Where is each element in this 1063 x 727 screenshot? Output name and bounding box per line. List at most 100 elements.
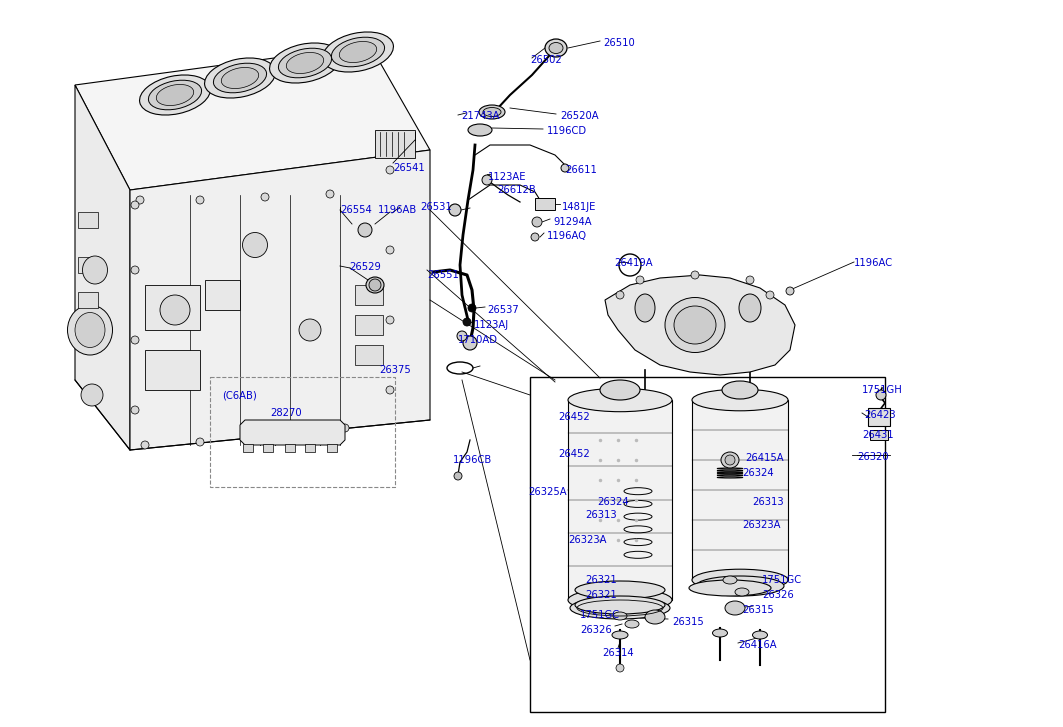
Ellipse shape [161, 295, 190, 325]
Text: 26315: 26315 [672, 617, 704, 627]
Ellipse shape [575, 596, 665, 614]
Bar [145, 350, 200, 390]
Bar [145, 285, 200, 330]
Bar [205, 280, 240, 310]
Ellipse shape [221, 68, 258, 89]
Ellipse shape [279, 48, 332, 78]
Ellipse shape [366, 277, 384, 293]
Ellipse shape [332, 37, 385, 67]
Ellipse shape [721, 452, 739, 468]
Circle shape [636, 276, 644, 284]
Circle shape [532, 233, 539, 241]
Ellipse shape [156, 84, 193, 105]
Ellipse shape [692, 389, 788, 411]
Text: 26612B: 26612B [497, 185, 536, 195]
Text: 26323A: 26323A [568, 535, 607, 545]
Circle shape [386, 246, 394, 254]
Bar [375, 130, 415, 158]
Ellipse shape [612, 631, 628, 639]
Text: 26423: 26423 [864, 410, 896, 420]
Ellipse shape [735, 588, 749, 596]
Ellipse shape [570, 597, 670, 619]
Bar [78, 257, 98, 273]
Circle shape [766, 291, 774, 299]
Circle shape [615, 664, 624, 672]
Ellipse shape [299, 319, 321, 341]
Text: 26321: 26321 [585, 575, 617, 585]
Text: 1751GH: 1751GH [862, 385, 902, 395]
Ellipse shape [689, 580, 771, 596]
Bar [78, 292, 98, 308]
Ellipse shape [674, 306, 716, 344]
Ellipse shape [545, 39, 567, 57]
Bar [210, 377, 395, 487]
Circle shape [131, 201, 139, 209]
Ellipse shape [286, 52, 324, 73]
Ellipse shape [753, 631, 767, 639]
Text: 26452: 26452 [558, 412, 590, 422]
Text: 26554: 26554 [340, 205, 372, 215]
Text: 26419A: 26419A [614, 258, 653, 268]
Polygon shape [605, 275, 795, 375]
Ellipse shape [83, 256, 107, 284]
Ellipse shape [322, 32, 393, 72]
Circle shape [131, 406, 139, 414]
Text: 26313: 26313 [752, 497, 783, 507]
Circle shape [615, 291, 624, 299]
Ellipse shape [149, 80, 202, 110]
Text: 26324: 26324 [742, 468, 774, 478]
Ellipse shape [483, 108, 501, 116]
Circle shape [141, 441, 149, 449]
Ellipse shape [568, 588, 672, 611]
Circle shape [386, 386, 394, 394]
Ellipse shape [739, 294, 761, 322]
Ellipse shape [81, 384, 103, 406]
Text: (C6AB): (C6AB) [222, 390, 257, 400]
Text: 26416A: 26416A [738, 640, 777, 650]
Bar [355, 315, 383, 335]
Ellipse shape [204, 58, 275, 98]
Polygon shape [75, 85, 130, 450]
Text: 26502: 26502 [530, 55, 561, 65]
Text: 26324: 26324 [597, 497, 628, 507]
Polygon shape [130, 150, 431, 450]
Bar [355, 345, 383, 365]
Circle shape [449, 204, 461, 216]
Ellipse shape [568, 388, 672, 411]
Bar [868, 408, 890, 426]
Circle shape [369, 279, 381, 291]
Ellipse shape [339, 41, 376, 63]
Polygon shape [75, 45, 431, 190]
Ellipse shape [600, 380, 640, 400]
Text: 26531: 26531 [420, 202, 452, 212]
Circle shape [725, 455, 735, 465]
Bar [355, 285, 383, 305]
Text: 26320: 26320 [857, 452, 889, 462]
Circle shape [468, 304, 476, 312]
Ellipse shape [722, 381, 758, 399]
Ellipse shape [696, 576, 784, 596]
Text: 1196AB: 1196AB [378, 205, 418, 215]
Circle shape [786, 287, 794, 295]
Text: 1710AD: 1710AD [458, 335, 497, 345]
Circle shape [454, 472, 462, 480]
Circle shape [532, 217, 542, 227]
Text: 26325A: 26325A [528, 487, 567, 497]
Ellipse shape [479, 105, 505, 119]
Circle shape [457, 331, 467, 341]
Bar [692, 400, 788, 580]
Bar [568, 400, 672, 600]
Ellipse shape [692, 569, 788, 591]
Text: 26529: 26529 [349, 262, 381, 272]
Circle shape [326, 190, 334, 198]
Ellipse shape [270, 43, 340, 83]
Bar [263, 444, 273, 452]
Text: 1123AE: 1123AE [488, 172, 526, 182]
Ellipse shape [67, 305, 113, 355]
Text: 1751GC: 1751GC [762, 575, 803, 585]
Ellipse shape [723, 576, 737, 584]
Text: 26551: 26551 [427, 270, 459, 280]
Text: 1123AJ: 1123AJ [474, 320, 509, 330]
Ellipse shape [613, 612, 627, 620]
Ellipse shape [575, 581, 665, 599]
